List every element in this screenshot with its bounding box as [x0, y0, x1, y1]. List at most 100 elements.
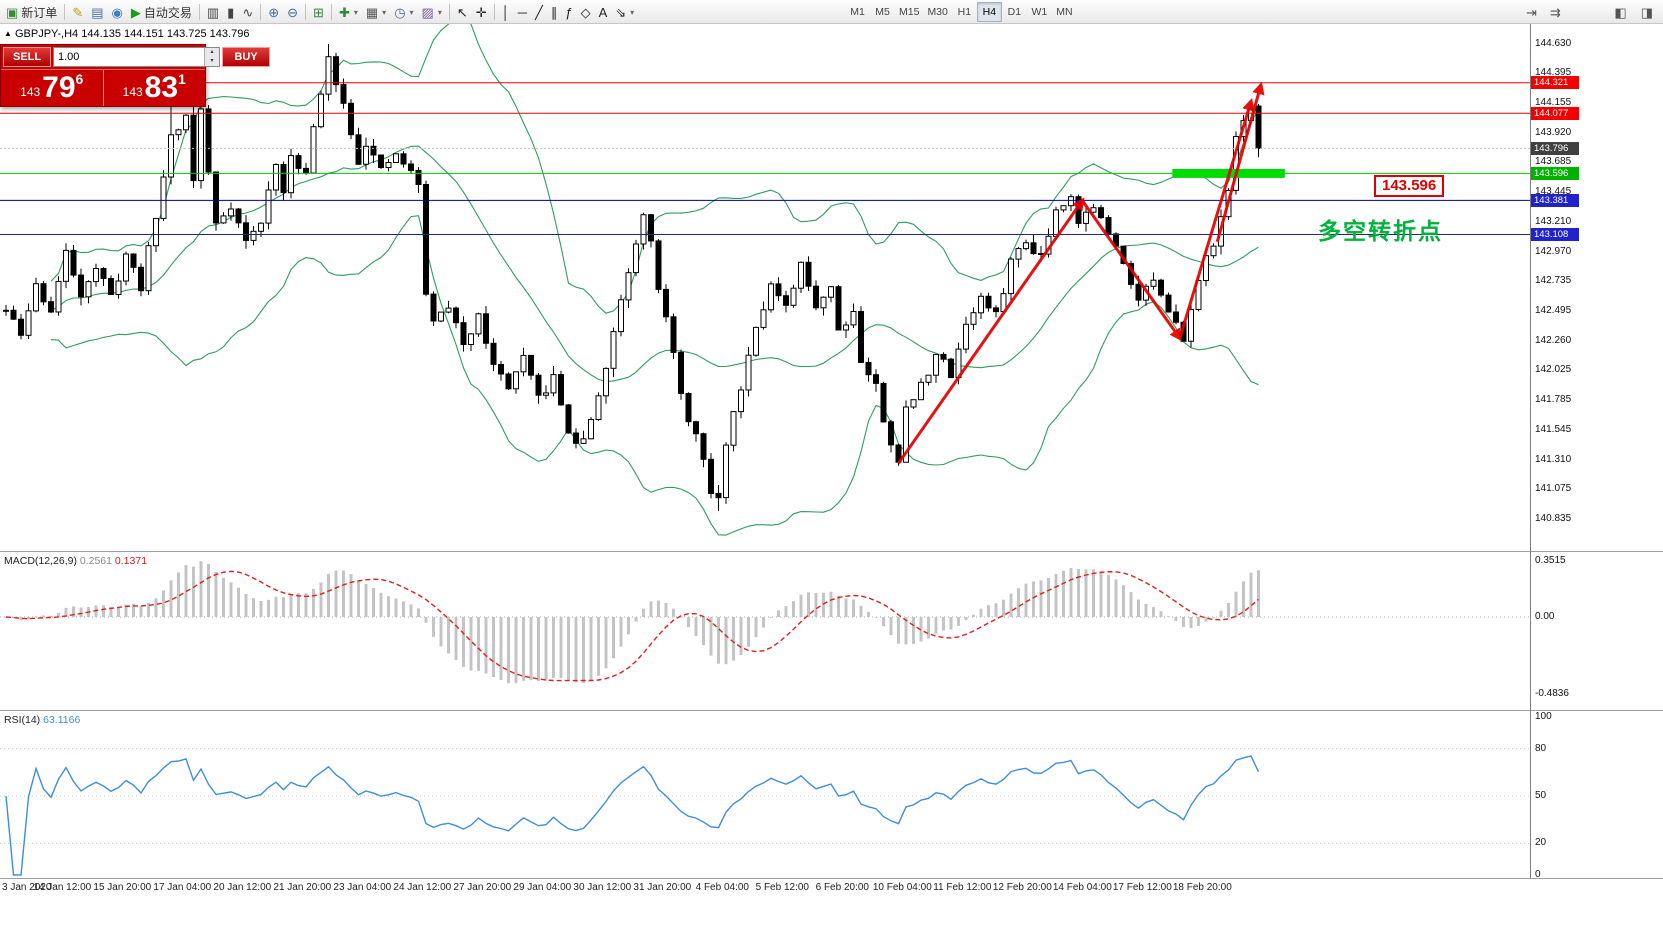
time-axis-label: 21 Jan 20:00	[273, 882, 332, 893]
tile-windows-button[interactable]: ⊞	[309, 2, 328, 22]
chevron-down-icon[interactable]: ▾	[437, 7, 442, 17]
price-axis-badge: 143.596	[1531, 167, 1579, 180]
vertical-line-button[interactable]: │	[498, 2, 514, 22]
time-axis-label: 15 Jan 20:00	[93, 882, 152, 893]
macd-axis-label: 0.3515	[1535, 555, 1566, 566]
rsi-canvas[interactable]	[0, 711, 1530, 878]
timeframe-button-m1[interactable]: M1	[850, 6, 865, 18]
layout-button[interactable]: ◨	[1637, 2, 1657, 22]
time-axis-label: 30 Jan 12:00	[573, 882, 632, 893]
arrows-button[interactable]: ⇘ ▾	[611, 2, 638, 22]
cursor-button[interactable]: ↖	[453, 2, 472, 22]
pane-separator	[0, 878, 1663, 879]
main-chart-canvas[interactable]	[0, 24, 1530, 551]
autoscroll-button[interactable]: ⇉	[1546, 2, 1565, 22]
pane-separator[interactable]	[0, 710, 1663, 711]
toolbar-separator	[64, 4, 66, 20]
zoom-in-icon: ⊕	[268, 4, 280, 20]
period-button[interactable]: ◷ ▾	[390, 2, 417, 22]
timeframe-button-m30[interactable]: M30	[927, 6, 948, 18]
volume-up-button[interactable]: ▴	[205, 48, 219, 57]
channel-button[interactable]: ∥	[547, 2, 562, 22]
buy-price-display[interactable]: 143 83 1	[104, 70, 206, 106]
rsi-axis-label: 20	[1535, 837, 1547, 848]
volume-down-button[interactable]: ▾	[205, 57, 219, 66]
crosshair-icon: ✛	[475, 4, 487, 20]
collapse-icon[interactable]: ▲	[4, 29, 12, 38]
price-tick-label: 141.310	[1535, 454, 1572, 465]
timeframe-button-h4[interactable]: H4	[976, 2, 1002, 22]
price-tick-label: 142.495	[1535, 305, 1572, 316]
navigator-button[interactable]: ◉	[108, 2, 127, 22]
sell-price-sup: 6	[75, 71, 84, 87]
toolbar-right-group: ◧ ◨	[1610, 2, 1657, 22]
zoom-out-button[interactable]: ⊖	[283, 2, 302, 22]
trade-controls-row: SELL ▴ ▾ BUY	[1, 45, 270, 69]
timeframe-button-m15[interactable]: M15	[899, 6, 920, 18]
timeframe-button-w1[interactable]: W1	[1031, 6, 1048, 18]
autotrading-button[interactable]: ▶ 自动交易	[127, 2, 196, 22]
volume-input[interactable]	[54, 48, 204, 66]
metaeditor-icon: ✎	[72, 4, 84, 20]
price-tick-label: 143.445	[1535, 186, 1572, 197]
sell-price-display[interactable]: 143 79 6	[1, 70, 103, 106]
metaeditor-button[interactable]: ✎	[68, 2, 87, 22]
candlestick-chart-button[interactable]: ▮	[223, 2, 238, 22]
bar-chart-button[interactable]: ▥	[203, 2, 223, 22]
arrow-icon: ⇘	[615, 4, 627, 20]
time-axis-label: 24 Jan 12:00	[393, 882, 452, 893]
new-chart-button[interactable]: ✚ ▾	[335, 2, 362, 22]
autoscroll-icon: ⇉	[1549, 4, 1561, 20]
buy-price-big: 83	[144, 71, 179, 104]
template-button[interactable]: ▨ ▾	[418, 2, 446, 22]
zoom-in-button[interactable]: ⊕	[264, 2, 283, 22]
zoom-out-icon: ⊖	[287, 4, 299, 20]
price-axis-badge: 143.796	[1531, 142, 1579, 155]
text-icon: A	[598, 4, 608, 20]
time-axis-label: 11 Feb 12:00	[933, 882, 992, 893]
market-watch-button[interactable]: ▤	[87, 2, 107, 22]
macd-pane[interactable]: MACD(12,26,9) 0.2561 0.1371	[0, 552, 1530, 710]
rsi-axis-label: 100	[1535, 711, 1552, 722]
price-tick-label: 142.735	[1535, 275, 1572, 286]
rsi-name: RSI(14)	[4, 714, 41, 726]
chevron-down-icon[interactable]: ▾	[382, 7, 387, 17]
toolbar-separator	[305, 4, 307, 20]
chevron-down-icon[interactable]: ▾	[409, 7, 414, 17]
price-axis-badge: 144.321	[1531, 76, 1579, 89]
sell-price-big: 79	[42, 71, 76, 104]
chart-window[interactable]: ▲ GBPJPY-,H4 144.135 144.151 143.725 143…	[0, 24, 1663, 946]
line-chart-button[interactable]: ∿	[238, 2, 257, 22]
buy-button[interactable]: BUY	[222, 47, 270, 67]
dock-icon: ◧	[1614, 4, 1627, 20]
timeframe-button-d1[interactable]: D1	[1007, 6, 1022, 18]
trendline-button[interactable]: ╱	[531, 2, 547, 22]
price-tick-label: 142.025	[1535, 364, 1572, 375]
price-tick-label: 141.785	[1535, 394, 1572, 405]
main-price-pane[interactable]: ▲ GBPJPY-,H4 144.135 144.151 143.725 143…	[0, 24, 1530, 551]
profiles-button[interactable]: ▦ ▾	[362, 2, 390, 22]
rsi-pane[interactable]: RSI(14) 63.1166	[0, 711, 1530, 878]
timeframe-button-m5[interactable]: M5	[875, 6, 890, 18]
chart-shift-button[interactable]: ⇥	[1522, 2, 1541, 22]
tile-windows-icon: ⊞	[313, 4, 324, 20]
sell-button[interactable]: SELL	[3, 47, 51, 67]
time-axis-label: 17 Feb 12:00	[1112, 882, 1172, 893]
dock-button[interactable]: ◧	[1610, 2, 1630, 22]
shapes-button[interactable]: ◇	[577, 2, 595, 22]
text-button[interactable]: A	[595, 2, 612, 22]
pane-separator[interactable]	[0, 551, 1663, 552]
new-order-button[interactable]: ▣ 新订单	[2, 2, 61, 22]
price-tick-label: 144.155	[1535, 97, 1572, 108]
toolbar-separator	[493, 4, 495, 20]
timeframe-button-h1[interactable]: H1	[957, 6, 972, 18]
fibonacci-button[interactable]: ƒ	[561, 2, 576, 22]
horizontal-line-button[interactable]: ─	[514, 2, 531, 22]
chevron-down-icon[interactable]: ▾	[630, 7, 635, 17]
turning-point-annotation: 多空转折点	[1318, 218, 1443, 244]
rsi-axis-label: 0	[1535, 869, 1541, 880]
macd-canvas[interactable]	[0, 552, 1530, 710]
timeframe-button-mn[interactable]: MN	[1056, 6, 1073, 18]
crosshair-button[interactable]: ✛	[472, 2, 491, 22]
chevron-down-icon[interactable]: ▾	[353, 7, 358, 17]
